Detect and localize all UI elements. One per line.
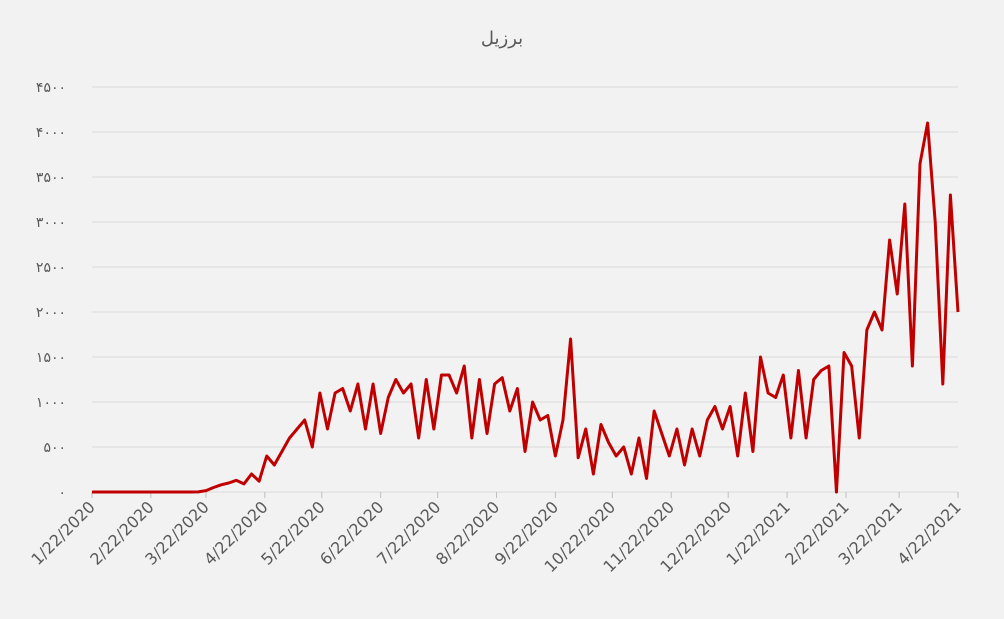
x-tick-label: 4/22/2021 (893, 497, 964, 568)
y-tick-label: ۲۵۰۰ (36, 260, 66, 276)
data-line (92, 121, 960, 494)
y-tick-label: ۴۰۰۰ (36, 125, 66, 141)
y-tick-label: ۰ (58, 485, 66, 501)
y-tick-label: ۴۵۰۰ (36, 80, 66, 96)
y-tick-label: ۲۰۰۰ (36, 305, 66, 321)
chart-title: برزیل (481, 28, 523, 49)
y-tick-label: ۱۵۰۰ (36, 350, 66, 366)
y-tick-label: ۳۰۰۰ (36, 215, 66, 231)
y-tick-label: ۵۰۰ (43, 440, 66, 456)
y-tick-label: ۳۵۰۰ (36, 170, 66, 186)
y-tick-label: ۱۰۰۰ (36, 395, 66, 411)
